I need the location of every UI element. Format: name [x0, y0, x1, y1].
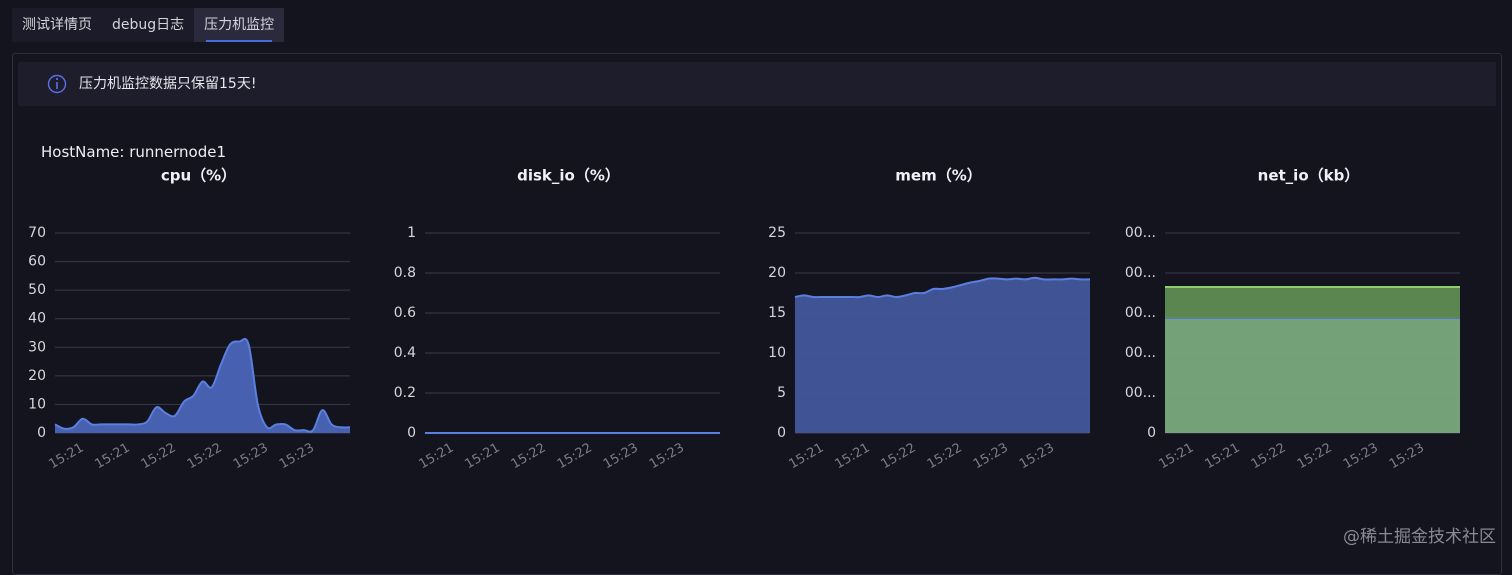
chart-title: cpu（%） — [161, 167, 236, 185]
x-tick-label: 15:21 — [1156, 441, 1196, 473]
x-tick-label: 15:23 — [277, 441, 317, 473]
chart-title: mem（%） — [895, 167, 981, 185]
y-tick-label: 20 — [28, 368, 46, 384]
x-tick-label: 15:23 — [1017, 441, 1057, 473]
x-tick-label: 15:22 — [1249, 441, 1289, 473]
x-tick-label: 15:22 — [879, 441, 919, 473]
y-tick-label: 0.8 — [394, 265, 416, 281]
tab[interactable]: 压力机监控 — [194, 8, 285, 42]
y-tick-label: 0 — [37, 425, 46, 441]
area-fill — [795, 277, 1090, 433]
x-tick-label: 15:23 — [1341, 441, 1381, 473]
x-tick-label: 15:23 — [601, 441, 641, 473]
x-tick-label: 15:21 — [46, 441, 86, 473]
x-tick-label: 15:21 — [463, 441, 503, 473]
y-tick-label: 50 — [28, 282, 46, 298]
x-tick-label: 15:23 — [1387, 441, 1427, 473]
area-fill — [1165, 287, 1460, 318]
y-tick-label: 10 — [28, 396, 46, 412]
y-tick-label: 5 — [777, 385, 786, 401]
x-tick-label: 15:23 — [971, 441, 1011, 473]
y-tick-label: 00... — [1125, 385, 1156, 401]
y-tick-label: 25 — [768, 225, 786, 241]
y-tick-label: 0 — [777, 425, 786, 441]
y-tick-label: 00... — [1125, 345, 1156, 361]
y-tick-label: 40 — [28, 311, 46, 327]
y-tick-label: 70 — [28, 225, 46, 241]
x-tick-label: 15:22 — [509, 441, 549, 473]
area-line — [54, 337, 351, 433]
area-fill — [1165, 318, 1460, 433]
y-tick-label: 10 — [768, 345, 786, 361]
y-tick-label: 60 — [28, 254, 46, 270]
y-tick-label: 0.4 — [394, 345, 416, 361]
y-tick-label: 0 — [1147, 425, 1156, 441]
x-tick-label: 15:22 — [139, 441, 179, 473]
watermark: @稀土掘金技术社区 — [1343, 527, 1496, 547]
y-tick-label: 00... — [1125, 305, 1156, 321]
chart-title: disk_io（%） — [517, 167, 620, 185]
x-tick-label: 15:22 — [1295, 441, 1335, 473]
alert-text: 压力机监控数据只保留15天! — [79, 76, 257, 92]
x-tick-label: 15:22 — [925, 441, 965, 473]
y-tick-label: 15 — [768, 305, 786, 321]
x-tick-label: 15:21 — [786, 441, 826, 473]
x-tick-label: 15:23 — [231, 441, 271, 473]
x-tick-label: 15:21 — [833, 441, 873, 473]
y-tick-label: 1 — [407, 225, 416, 241]
tab[interactable]: debug日志 — [112, 17, 185, 33]
y-tick-label: 00... — [1125, 225, 1156, 241]
x-tick-label: 15:21 — [1203, 441, 1243, 473]
x-tick-label: 15:21 — [93, 441, 133, 473]
tab[interactable]: 测试详情页 — [22, 17, 92, 33]
x-tick-label: 15:22 — [185, 441, 225, 473]
y-tick-label: 0 — [407, 425, 416, 441]
area-line — [794, 276, 1091, 299]
y-tick-label: 30 — [28, 339, 46, 355]
info-icon — [47, 74, 67, 94]
alert: 压力机监控数据只保留15天! — [18, 62, 1496, 106]
area-fill — [55, 338, 350, 433]
chart-title: net_io（kb） — [1258, 167, 1360, 185]
x-tick-label: 15:23 — [647, 441, 687, 473]
y-tick-label: 0.2 — [394, 385, 416, 401]
x-tick-label: 15:21 — [416, 441, 456, 473]
page: 测试详情页 debug日志 压力机监控 压力机监控数据只保留15天! HostNam… — [12, 8, 1502, 575]
x-tick-label: 15:22 — [555, 441, 595, 473]
y-tick-label: 0.6 — [394, 305, 416, 321]
host-name: HostName: runnernode1 — [41, 143, 227, 161]
y-tick-label: 20 — [768, 265, 786, 281]
y-tick-label: 00... — [1125, 265, 1156, 281]
tab-bar: 测试详情页 debug日志 压力机监控 — [12, 8, 285, 42]
